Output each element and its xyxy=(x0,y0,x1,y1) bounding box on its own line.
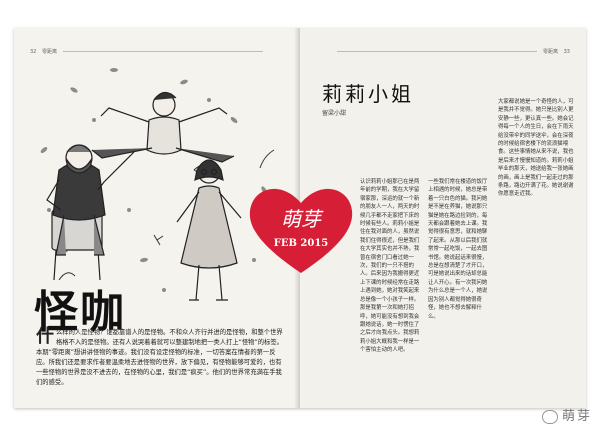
right-page-header: 零距离 33 xyxy=(333,48,570,55)
left-page-header: 32 零距离 xyxy=(30,48,267,55)
feature-title: 怪咖 xyxy=(34,287,126,338)
story-title: 莉莉小姐 xyxy=(322,82,414,106)
intro-paragraph: 什 么样的人是怪物？谁都靠谱人的是怪物。不和众人齐行并进的是怪物，和整个世界格格… xyxy=(36,328,286,388)
magazine-spread: 32 零距离 xyxy=(14,28,586,408)
standing-figure xyxy=(176,159,242,301)
seated-figure xyxy=(46,144,106,281)
left-page-number: 32 xyxy=(30,49,37,55)
left-section-label: 零距离 xyxy=(41,49,57,55)
badge-date: FEB 2015 xyxy=(274,238,329,249)
article-column-1: 认识莉莉小姐那已在是两年前的学期，我在大学留宿家那，深运的就一个新的朋友人一人，… xyxy=(360,179,420,354)
badge-label: 萌芽 xyxy=(281,207,324,231)
article-column-3: 大家都说她是一个奇怪的人，可是我并不觉得。她只是比别人更安静一些，更认真一些。她… xyxy=(498,99,574,198)
wechat-icon xyxy=(541,409,558,424)
illustration xyxy=(40,68,275,301)
article-column-2: 一些我们常在楼道的饭厅上相遇的时候，她总是带着一只白色的猫。我问她是不是在养猫，… xyxy=(428,179,488,320)
right-section-label: 零距离 xyxy=(543,49,559,55)
right-page-number: 33 xyxy=(563,49,570,55)
heart-badge: 萌芽 FEB 2015 xyxy=(249,188,353,273)
watermark-text: 萌芽 xyxy=(561,409,592,424)
drop-cap: 什 xyxy=(36,326,54,347)
intro-text: 么样的人是怪物？谁都靠谱人的是怪物。不和众人齐行并进的是怪物，和整个世界格格不入… xyxy=(36,329,283,386)
author-name: 留梁小甜 xyxy=(322,110,347,117)
watermark: 萌芽 xyxy=(541,405,592,424)
jumping-figure xyxy=(91,91,235,191)
